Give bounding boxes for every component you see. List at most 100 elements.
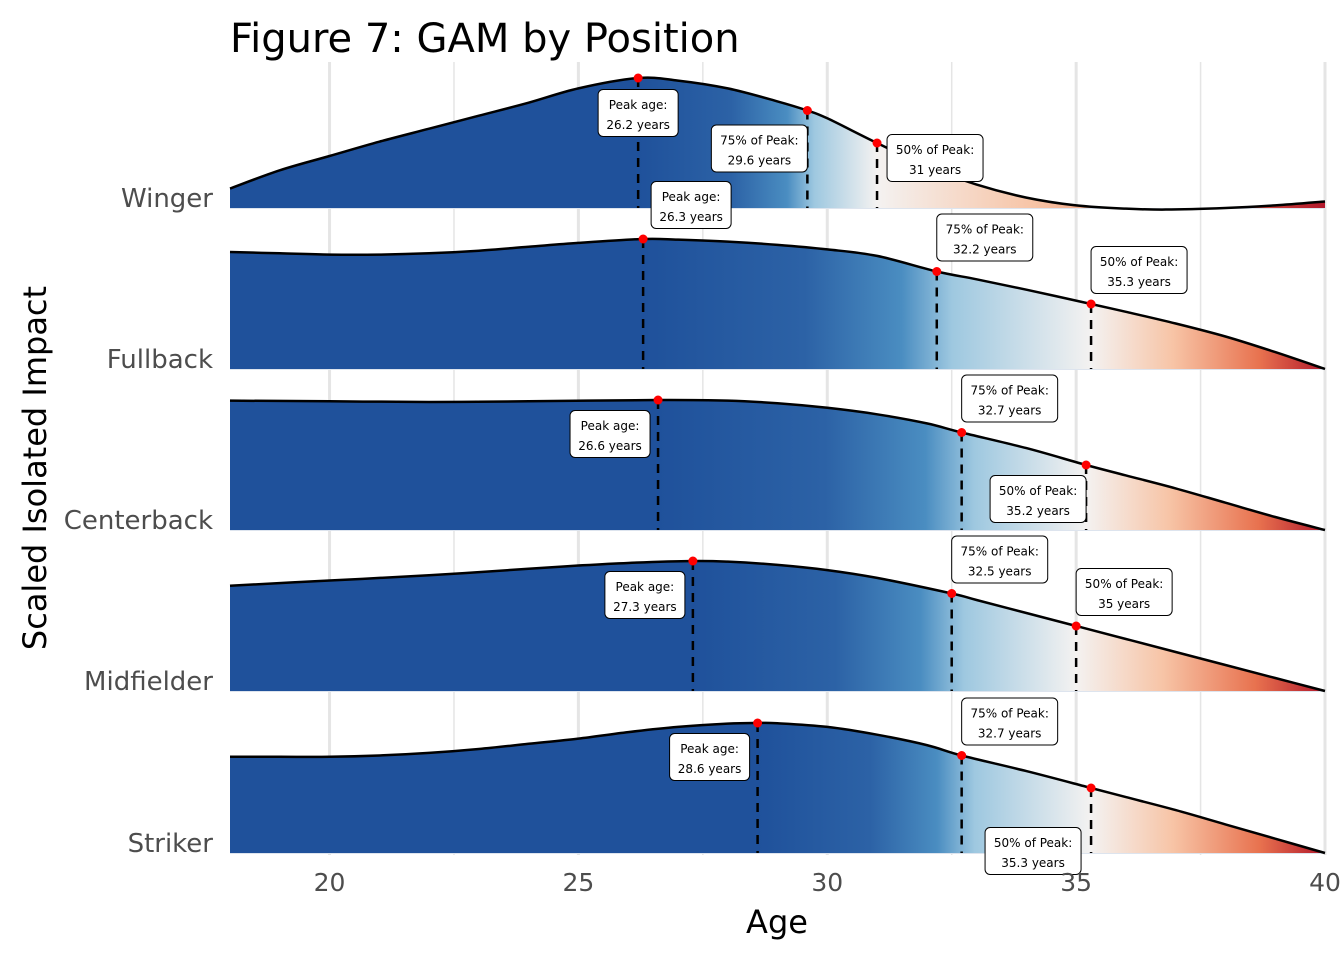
annotation-line1: 50% of Peak:: [994, 836, 1072, 850]
chart-title: Figure 7: GAM by Position: [230, 16, 740, 62]
p50-annotation: 50% of Peak: 35.2 years: [989, 475, 1087, 523]
annotation-line1: 50% of Peak:: [999, 484, 1077, 498]
ridge-line: [229, 721, 1326, 855]
annotation-line1: 50% of Peak:: [896, 143, 974, 157]
annotation-box: [961, 374, 1059, 423]
peak-point: [633, 73, 643, 83]
ridge-line: [229, 559, 1326, 693]
peak-point: [638, 234, 648, 244]
annotation-box: [710, 124, 808, 173]
p75-point: [947, 589, 957, 598]
p75-annotation: 75% of Peak: 29.6 years: [710, 124, 808, 173]
annotation-box: [936, 213, 1034, 262]
annotation-line1: Peak age:: [680, 742, 739, 756]
annotation-line1: Peak age:: [609, 98, 668, 112]
annotation-line1: 75% of Peak:: [946, 223, 1024, 237]
annotation-line1: 50% of Peak:: [1085, 577, 1163, 591]
peak-annotation: Peak age: 26.6 years: [569, 410, 651, 458]
peak-annotation: Peak age: 27.3 years: [604, 571, 686, 619]
x-axis-ticks: 20 25 30 35 40: [314, 868, 1341, 897]
annotation-box: [604, 571, 686, 619]
ridge-fullback: [229, 234, 1326, 371]
p75-annotation: 75% of Peak: 32.5 years: [951, 535, 1049, 584]
peak-point: [688, 556, 698, 566]
category-label: Winger: [121, 184, 213, 214]
annotation-box: [886, 134, 984, 182]
ridge-line: [229, 76, 1326, 211]
p75-annotation: 75% of Peak: 32.7 years: [961, 374, 1059, 423]
annotation-line1: Peak age:: [662, 190, 721, 204]
p50-point: [1071, 621, 1081, 631]
x-tick-label: 40: [1309, 868, 1341, 897]
annotation-line2: 35.3 years: [1107, 275, 1171, 289]
p75-point: [957, 751, 967, 760]
category-label: Striker: [128, 829, 214, 859]
p75-annotation: 75% of Peak: 32.2 years: [936, 213, 1034, 262]
ridge-midfielder: [229, 556, 1326, 693]
annotations: Peak age: 26.2 years 75% of Peak: 29.6 year…: [569, 89, 1188, 875]
p50-annotation: 50% of Peak: 35.3 years: [984, 827, 1082, 875]
annotation-line1: 50% of Peak:: [1100, 255, 1178, 269]
annotation-line1: 75% of Peak:: [970, 707, 1048, 721]
p50-point: [872, 138, 882, 148]
annotation-line2: 29.6 years: [728, 154, 792, 168]
x-axis-title: Age: [746, 903, 808, 941]
p50-annotation: 50% of Peak: 35 years: [1075, 568, 1173, 616]
p50-point: [1081, 460, 1091, 470]
x-tick-label: 35: [1060, 868, 1092, 897]
annotation-box: [989, 475, 1087, 523]
annotation-line2: 26.2 years: [606, 118, 670, 132]
peak-annotation: Peak age: 26.3 years: [650, 181, 732, 229]
category-label: Fullback: [107, 345, 213, 375]
p50-point: [1086, 299, 1096, 309]
annotation-line2: 27.3 years: [613, 600, 677, 614]
annotation-box: [951, 535, 1049, 584]
annotation-box: [650, 181, 732, 229]
annotation-line1: Peak age:: [581, 419, 640, 433]
annotation-line2: 32.7 years: [978, 727, 1042, 741]
annotation-line2: 35.2 years: [1006, 504, 1070, 518]
p75-annotation: 75% of Peak: 32.7 years: [961, 697, 1059, 746]
category-label: Centerback: [64, 506, 213, 536]
annotation-box: [669, 733, 751, 781]
p75-point: [932, 267, 942, 276]
annotation-box: [961, 697, 1059, 746]
annotation-line2: 32.2 years: [953, 243, 1017, 257]
annotation-box: [569, 410, 651, 458]
ridge-area: [230, 560, 1325, 691]
annotation-line2: 26.6 years: [578, 439, 642, 453]
p75-point: [957, 428, 967, 437]
annotation-line2: 28.6 years: [678, 762, 742, 776]
p50-point: [1086, 783, 1096, 793]
annotation-line2: 32.5 years: [968, 565, 1032, 579]
p50-annotation: 50% of Peak: 31 years: [886, 134, 984, 182]
p75-point: [802, 106, 812, 115]
annotation-line2: 35.3 years: [1001, 856, 1065, 870]
peak-annotation: Peak age: 26.2 years: [597, 89, 679, 137]
peak-point: [753, 718, 763, 728]
annotation-box: [1075, 568, 1173, 616]
annotation-line2: 26.3 years: [659, 210, 723, 224]
p50-annotation: 50% of Peak: 35.3 years: [1090, 246, 1188, 294]
annotation-line1: Peak age:: [616, 580, 675, 594]
annotation-line2: 31 years: [909, 163, 961, 177]
annotation-line2: 35 years: [1098, 597, 1150, 611]
category-labels: Winger Fullback Centerback Midfielder Strike…: [64, 184, 214, 859]
x-tick-label: 25: [563, 868, 595, 897]
ridge-line: [229, 237, 1326, 371]
ridge-area: [230, 238, 1325, 369]
peak-annotation: Peak age: 28.6 years: [669, 733, 751, 781]
ridge-line: [229, 398, 1326, 532]
x-tick-label: 30: [811, 868, 843, 897]
annotation-line2: 32.7 years: [978, 404, 1042, 418]
annotation-line1: 75% of Peak:: [720, 134, 798, 148]
ridge-area: [230, 399, 1325, 530]
annotation-box: [984, 827, 1082, 875]
annotation-box: [1090, 246, 1188, 294]
ridges: [229, 73, 1326, 855]
category-label: Midfielder: [84, 667, 213, 697]
ridge-area: [230, 722, 1325, 853]
annotation-line1: 75% of Peak:: [970, 384, 1048, 398]
ridge-centerback: [229, 395, 1326, 532]
